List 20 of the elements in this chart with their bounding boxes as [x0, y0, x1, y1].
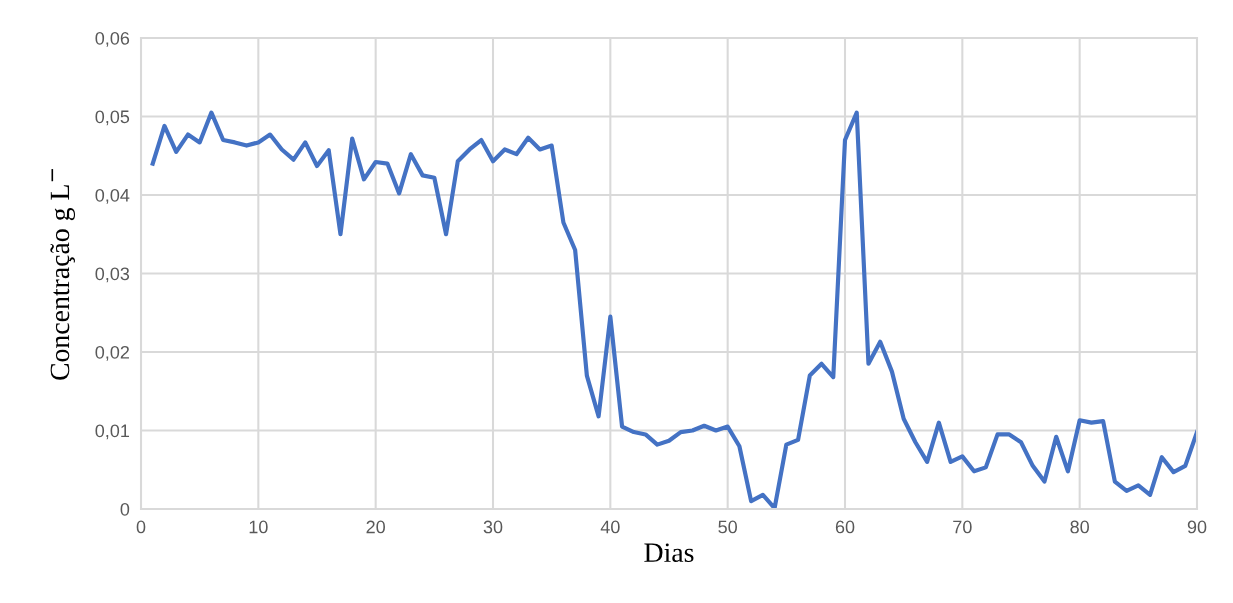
- x-tick-label: 50: [718, 520, 737, 534]
- x-tick-label: 90: [1187, 520, 1207, 534]
- x-axis-title: Dias: [644, 543, 694, 563]
- line-series: [150, 110, 1197, 509]
- y-tick-label: 0,01: [95, 424, 130, 440]
- y-tick-label: 0,02: [95, 345, 129, 361]
- y-tick-label: 0,04: [95, 188, 130, 204]
- y-tick-label: 0,06: [95, 31, 130, 47]
- x-tick-label: 30: [483, 520, 503, 534]
- x-tick-label: 80: [1070, 520, 1089, 534]
- y-tick-label: 0,03: [95, 267, 130, 283]
- y-tick-label: 0,05: [95, 110, 130, 126]
- y-tick-label: 0: [120, 502, 130, 516]
- x-tick-label: 0: [136, 520, 146, 534]
- x-tick-label: 60: [835, 520, 855, 534]
- x-tick-label: 40: [600, 520, 620, 534]
- y-axis-title: Concentração g L$^{−}$: [50, 169, 76, 380]
- x-tick-label: 70: [953, 520, 972, 534]
- x-tick-label: 10: [249, 520, 268, 534]
- x-tick-label: 20: [366, 520, 385, 534]
